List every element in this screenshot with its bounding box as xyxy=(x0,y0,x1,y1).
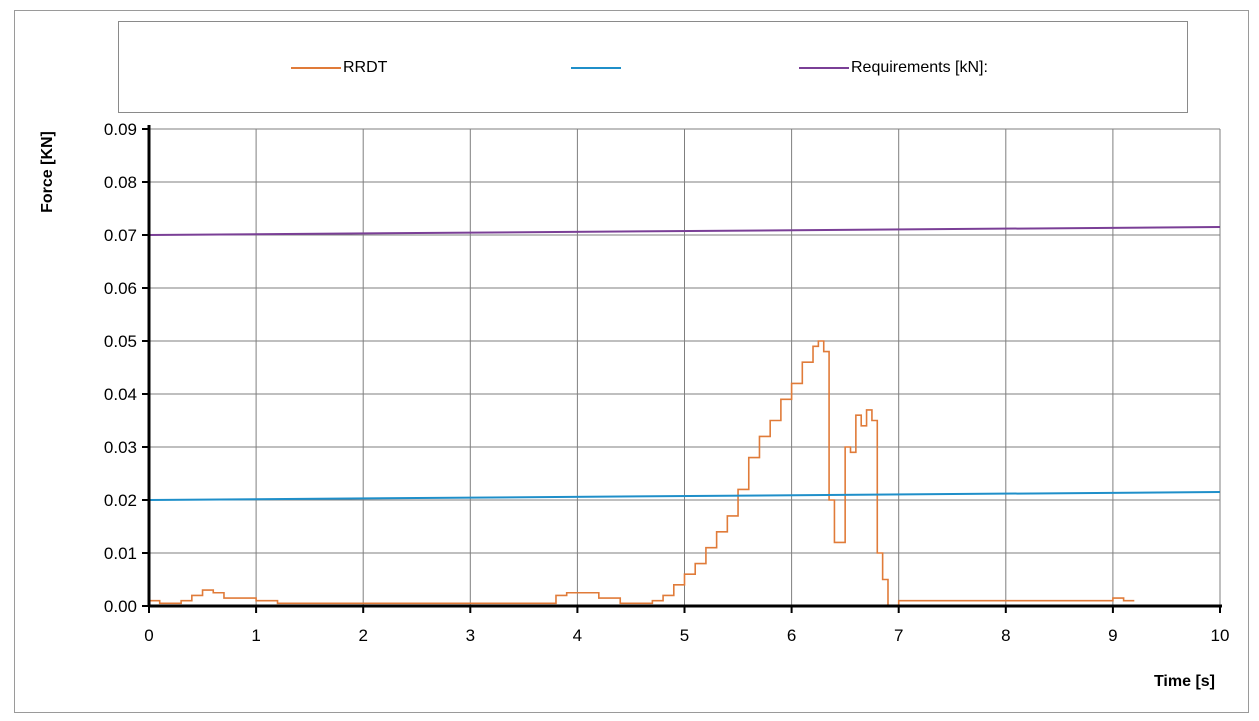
y-tick-label: 0.06 xyxy=(104,279,137,298)
x-tick-label: 1 xyxy=(251,626,260,645)
axes xyxy=(142,125,1222,613)
legend-item-series-2 xyxy=(571,58,623,78)
y-tick-label: 0.07 xyxy=(104,226,137,245)
x-tick-label: 10 xyxy=(1211,626,1230,645)
x-tick-label: 9 xyxy=(1108,626,1117,645)
tick-labels: 0 1 2 3 4 5 6 7 8 9 10 0.00 0.01 0.02 0.03 0.04 0.05 0.06… xyxy=(104,120,1230,645)
series-line-rrdt xyxy=(149,340,1135,607)
series-layer xyxy=(148,226,1221,607)
x-tick-label: 6 xyxy=(787,626,796,645)
legend-label-rrdt: RRDT xyxy=(343,59,388,76)
legend-swatch-requirements xyxy=(799,67,849,69)
x-axis-title: Time [s] xyxy=(1154,673,1215,690)
y-tick-label: 0.03 xyxy=(104,438,137,457)
x-tick-label: 2 xyxy=(358,626,367,645)
series-line-unnamed xyxy=(148,491,1221,501)
series-line-requirements-kn xyxy=(148,226,1221,236)
legend-swatch-rrdt xyxy=(291,67,341,69)
y-axis-title: Force [KN] xyxy=(39,131,56,213)
y-tick-label: 0.09 xyxy=(104,120,137,139)
x-tick-label: 7 xyxy=(894,626,903,645)
chart-legend: RRDT Requirements [kN]: xyxy=(118,21,1188,113)
legend-item-requirements: Requirements [kN]: xyxy=(799,58,988,78)
chart-frame xyxy=(14,10,1249,713)
y-tick-label: 0.05 xyxy=(104,332,137,351)
y-tick-label: 0.04 xyxy=(104,385,137,404)
x-tick-label: 8 xyxy=(1001,626,1010,645)
x-tick-label: 0 xyxy=(144,626,153,645)
legend-swatch-series-2 xyxy=(571,67,621,69)
x-tick-label: 4 xyxy=(573,626,582,645)
grid xyxy=(149,128,1221,606)
y-tick-label: 0.00 xyxy=(104,597,137,616)
y-tick-label: 0.08 xyxy=(104,173,137,192)
y-tick-label: 0.01 xyxy=(104,544,137,563)
legend-item-rrdt: RRDT xyxy=(291,58,387,78)
legend-label-requirements: Requirements [kN]: xyxy=(851,59,988,76)
x-tick-label: 3 xyxy=(466,626,475,645)
x-tick-label: 5 xyxy=(680,626,689,645)
y-tick-label: 0.02 xyxy=(104,491,137,510)
